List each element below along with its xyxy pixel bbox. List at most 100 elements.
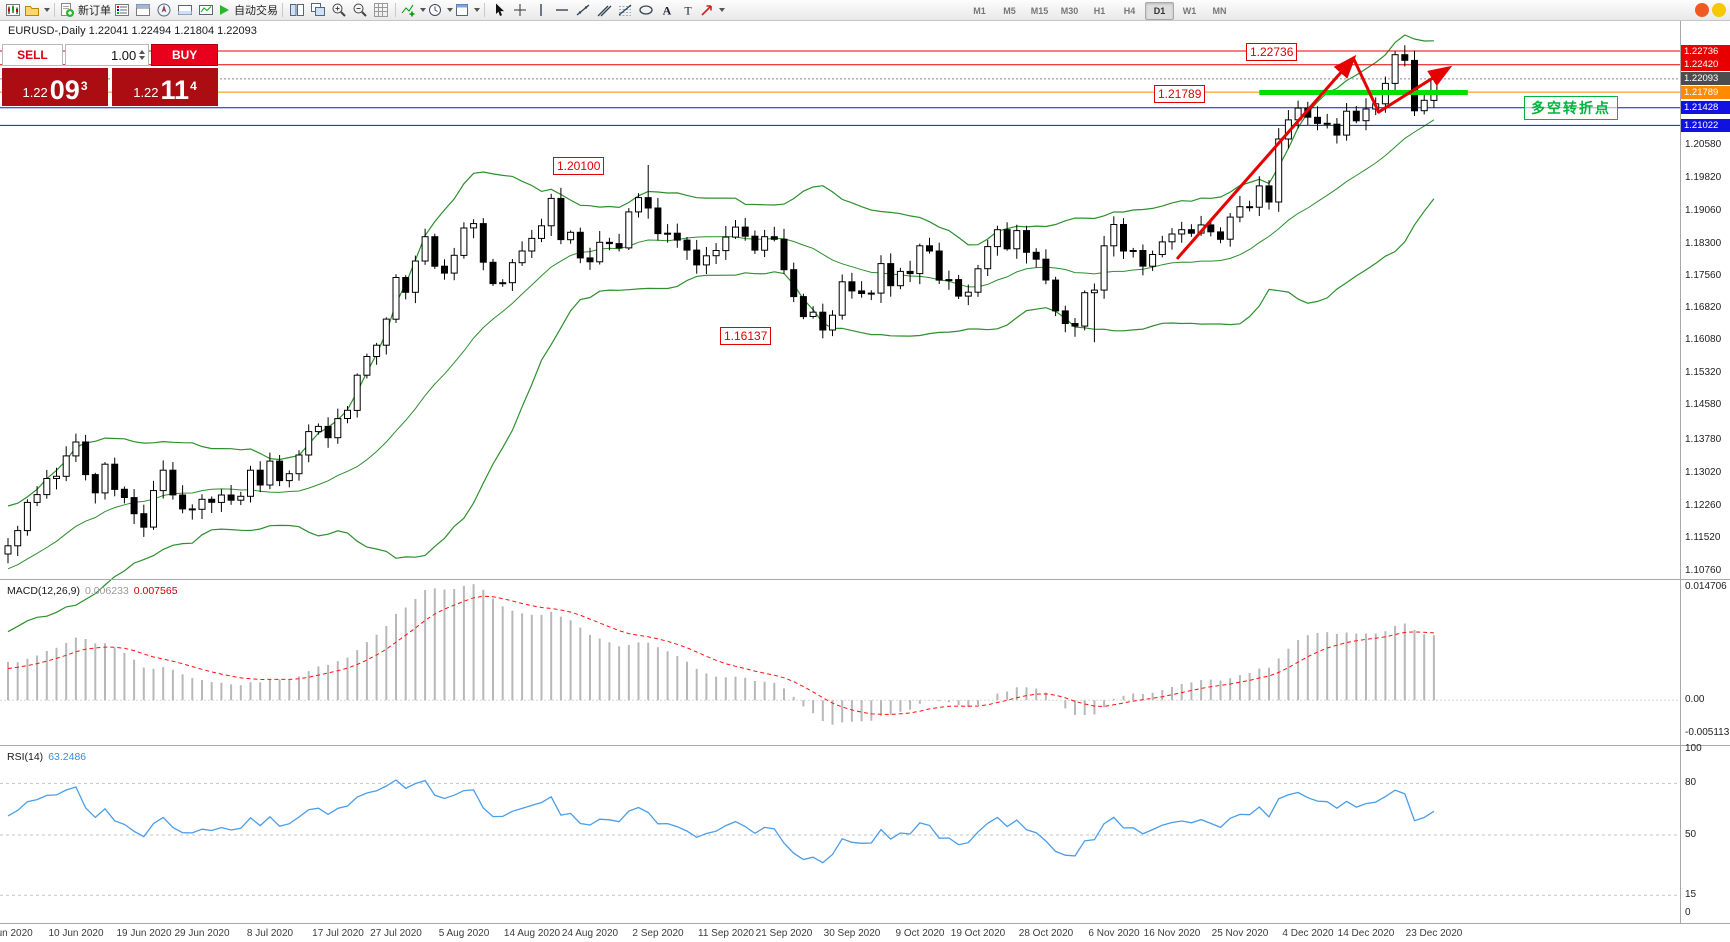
timeframe-m1-button[interactable]: M1 — [973, 6, 986, 16]
candle-body — [101, 463, 109, 494]
candle-body — [1314, 116, 1321, 124]
market-watch-button[interactable] — [112, 1, 132, 19]
candle-body — [460, 227, 468, 256]
candle-body — [809, 311, 817, 318]
symbol-ohlc-readout: EURUSD-,Daily 1.22041 1.22494 1.21804 1.… — [8, 25, 257, 37]
bollinger-upper-band[interactable] — [7, 34, 1434, 507]
timeframe-m5-button[interactable]: M5 — [1003, 6, 1016, 16]
main-macd-divider[interactable] — [0, 579, 1730, 580]
candle-body — [1061, 310, 1069, 324]
trend-arrow-continuation[interactable] — [1377, 65, 1453, 114]
crosshair-button[interactable] — [510, 1, 530, 19]
cursor-button[interactable] — [489, 1, 509, 19]
zoom-out-button[interactable] — [350, 1, 370, 19]
candle-body — [964, 291, 972, 297]
candle-body — [615, 243, 623, 249]
equidistant-channel-button[interactable] — [594, 1, 614, 19]
timeframe-m15-button[interactable]: M15 — [1030, 6, 1049, 16]
timeframe-mn-button[interactable]: MN — [1212, 6, 1227, 16]
candle-body — [441, 265, 448, 274]
trend-arrow-up[interactable] — [1176, 54, 1357, 260]
candle-body — [1275, 138, 1283, 203]
bollinger-lower-band[interactable] — [7, 198, 1435, 633]
candle-body — [237, 495, 245, 501]
sell-button[interactable]: SELL — [2, 44, 63, 66]
toolbar-right-icons — [1695, 3, 1726, 17]
candle-body — [198, 498, 206, 510]
candle-body — [1139, 250, 1147, 267]
community-icon[interactable] — [1695, 3, 1709, 17]
ask-pip-sup: 4 — [190, 79, 197, 93]
candle-body — [373, 344, 381, 358]
candle-body — [829, 314, 836, 331]
candle-body — [1071, 323, 1079, 327]
chart-profiles-button[interactable] — [24, 1, 50, 19]
volume-input[interactable]: 1.00 — [64, 44, 150, 66]
timeframe-d1-button[interactable]: D1 — [1145, 2, 1174, 20]
candle-body — [4, 545, 12, 555]
svg-text:T: T — [684, 4, 692, 18]
candle-body — [1120, 224, 1127, 252]
text-button[interactable]: A — [657, 1, 677, 19]
candle-body — [528, 237, 536, 252]
navigator-button[interactable] — [154, 1, 174, 19]
grid-button[interactable] — [371, 1, 391, 19]
macd-rsi-divider[interactable] — [0, 745, 1730, 746]
indicators-button[interactable] — [400, 1, 426, 19]
new-order-button[interactable]: 新订单 — [59, 1, 111, 19]
candle-body — [363, 356, 371, 376]
bid-price-button[interactable]: 1.22 09 3 — [2, 68, 108, 106]
candle-body — [722, 236, 730, 252]
candle-body — [518, 250, 526, 264]
timeframe-h4-button[interactable]: H4 — [1123, 6, 1136, 16]
timeframe-w1-button[interactable]: W1 — [1182, 6, 1197, 16]
spin-down-icon[interactable] — [139, 56, 146, 60]
ask-prefix: 1.22 — [133, 85, 159, 100]
notifications-icon[interactable] — [1712, 3, 1726, 17]
shapes-button[interactable] — [636, 1, 656, 19]
trendline-button[interactable] — [573, 1, 593, 19]
candle-body — [693, 249, 701, 266]
toolbar-separator — [484, 3, 485, 17]
strategy-tester-button[interactable] — [196, 1, 216, 19]
bollinger-middle-band[interactable] — [7, 119, 1435, 570]
data-window-button[interactable] — [133, 1, 153, 19]
candle-body — [120, 488, 128, 498]
spin-up-icon[interactable] — [139, 50, 146, 54]
candle-body — [1401, 54, 1409, 61]
toolbar: 新订单 自动交易 A T M1 M5 M15 M30 H1 H4 D1 W1 MN — [0, 0, 1730, 21]
auto-trading-button[interactable]: 自动交易 — [217, 1, 278, 19]
new-chart-button[interactable] — [3, 1, 23, 19]
buy-button[interactable]: BUY — [151, 44, 218, 66]
candle-body — [547, 197, 555, 227]
horizontal-line-button[interactable] — [552, 1, 572, 19]
candle-body — [1032, 251, 1040, 260]
candle-body — [344, 409, 351, 419]
volume-spinner[interactable] — [139, 50, 146, 60]
price-axis-separator[interactable] — [1680, 21, 1681, 923]
one-click-trading-panel[interactable]: SELL 1.00 BUY 1.22 09 3 1.22 11 4 — [2, 44, 218, 106]
terminal-button[interactable] — [175, 1, 195, 19]
chevron-down-icon — [420, 8, 426, 12]
vertical-line-button[interactable] — [531, 1, 551, 19]
templates-button[interactable] — [454, 1, 480, 19]
arrows-button[interactable] — [699, 1, 725, 19]
toolbar-separator — [395, 3, 396, 17]
periods-button[interactable] — [427, 1, 453, 19]
candle-body — [130, 497, 138, 515]
cascade-windows-button[interactable] — [308, 1, 328, 19]
trend-arrow-pullback[interactable] — [1351, 56, 1381, 114]
candle-body — [169, 469, 177, 496]
candle-body — [858, 290, 866, 294]
timeframe-h1-button[interactable]: H1 — [1093, 6, 1106, 16]
timeframe-m30-button[interactable]: M30 — [1060, 6, 1079, 16]
ask-price-button[interactable]: 1.22 11 4 — [112, 68, 218, 106]
tile-windows-button[interactable] — [287, 1, 307, 19]
candle-body — [1226, 216, 1234, 240]
candle-body — [499, 282, 507, 285]
zoom-in-button[interactable] — [329, 1, 349, 19]
text-label-button[interactable]: T — [678, 1, 698, 19]
fibonacci-button[interactable] — [615, 1, 635, 19]
